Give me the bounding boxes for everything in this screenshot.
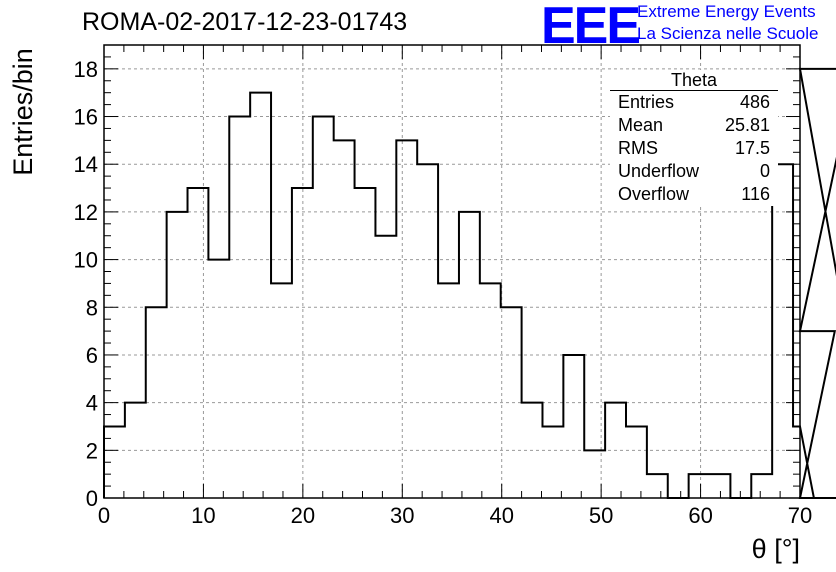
y-tick-label: 16 <box>74 105 98 130</box>
y-tick-label: 14 <box>74 152 98 177</box>
y-tick-label: 6 <box>86 343 98 368</box>
stat-row-mean: Mean 25.81 <box>610 114 778 137</box>
stat-label: Mean <box>618 115 664 135</box>
y-tick-label: 12 <box>74 200 98 225</box>
y-axis-label: Entries/bin <box>8 48 38 176</box>
stat-value: 17.5 <box>734 138 770 158</box>
stat-value: 486 <box>739 92 770 112</box>
logo-line-1: Extreme Energy Events <box>637 2 816 21</box>
y-tick-label: 18 <box>74 57 98 82</box>
y-tick-label: 8 <box>86 295 98 320</box>
x-tick-label: 40 <box>489 503 513 528</box>
y-tick-label: 2 <box>86 438 98 463</box>
stat-row-rms: RMS 17.5 <box>610 137 778 160</box>
chart-title: ROMA-02-2017-12-23-01743 <box>82 8 408 36</box>
stat-label: Overflow <box>618 184 690 204</box>
stat-row-overflow: Overflow 116 <box>610 183 778 206</box>
grid <box>104 45 800 498</box>
stats-box: Theta Entries 486 Mean 25.81 RMS 17.5 Un… <box>610 70 778 206</box>
stat-label: Entries <box>618 92 675 112</box>
x-tick-label: 50 <box>589 503 613 528</box>
x-tick-label: 20 <box>291 503 315 528</box>
logo-line-2: La Scienza nelle Scuole <box>637 24 819 43</box>
stat-row-underflow: Underflow 0 <box>610 160 778 183</box>
stat-label: RMS <box>618 138 658 158</box>
x-axis-label: θ [°] <box>752 534 800 564</box>
stat-label: Underflow <box>618 161 700 181</box>
y-tick-label: 4 <box>86 391 98 416</box>
x-tick-label: 10 <box>191 503 215 528</box>
x-tick-label: 70 <box>788 503 812 528</box>
x-tick-label: 30 <box>390 503 414 528</box>
stat-value: 0 <box>759 161 770 181</box>
y-tick-label: 10 <box>74 248 98 273</box>
eee-logo: EEE <box>541 0 641 55</box>
stat-row-entries: Entries 486 <box>610 91 778 114</box>
x-tick-label: 0 <box>98 503 110 528</box>
axes: 0 10 20 30 40 50 60 70 0 2 4 6 8 10 12 14 16 18 <box>74 44 812 528</box>
histogram-outline <box>103 67 836 499</box>
stat-value: 25.81 <box>724 115 770 135</box>
stats-title: Theta <box>610 70 778 91</box>
y-tick-label: 0 <box>86 486 98 511</box>
stat-value: 116 <box>741 184 770 204</box>
x-tick-label: 60 <box>688 503 712 528</box>
